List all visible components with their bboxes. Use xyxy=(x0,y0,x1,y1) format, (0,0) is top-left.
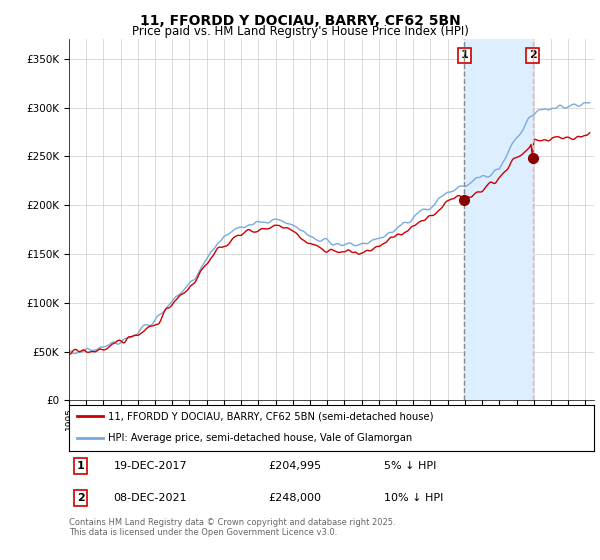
Text: 1: 1 xyxy=(77,461,85,472)
Text: 2: 2 xyxy=(529,50,536,60)
Text: 08-DEC-2021: 08-DEC-2021 xyxy=(113,493,187,503)
Text: £248,000: £248,000 xyxy=(269,493,322,503)
Text: 2: 2 xyxy=(77,493,85,503)
Text: 19-DEC-2017: 19-DEC-2017 xyxy=(113,461,187,472)
Text: 11, FFORDD Y DOCIAU, BARRY, CF62 5BN: 11, FFORDD Y DOCIAU, BARRY, CF62 5BN xyxy=(140,14,460,28)
Text: Contains HM Land Registry data © Crown copyright and database right 2025.
This d: Contains HM Land Registry data © Crown c… xyxy=(69,518,395,538)
Text: Price paid vs. HM Land Registry's House Price Index (HPI): Price paid vs. HM Land Registry's House … xyxy=(131,25,469,38)
Text: 10% ↓ HPI: 10% ↓ HPI xyxy=(384,493,443,503)
Text: 11, FFORDD Y DOCIAU, BARRY, CF62 5BN (semi-detached house): 11, FFORDD Y DOCIAU, BARRY, CF62 5BN (se… xyxy=(109,412,434,421)
Text: 1: 1 xyxy=(460,50,468,60)
Text: HPI: Average price, semi-detached house, Vale of Glamorgan: HPI: Average price, semi-detached house,… xyxy=(109,433,413,443)
Text: £204,995: £204,995 xyxy=(269,461,322,472)
Bar xyxy=(464,39,533,400)
Text: 5% ↓ HPI: 5% ↓ HPI xyxy=(384,461,436,472)
